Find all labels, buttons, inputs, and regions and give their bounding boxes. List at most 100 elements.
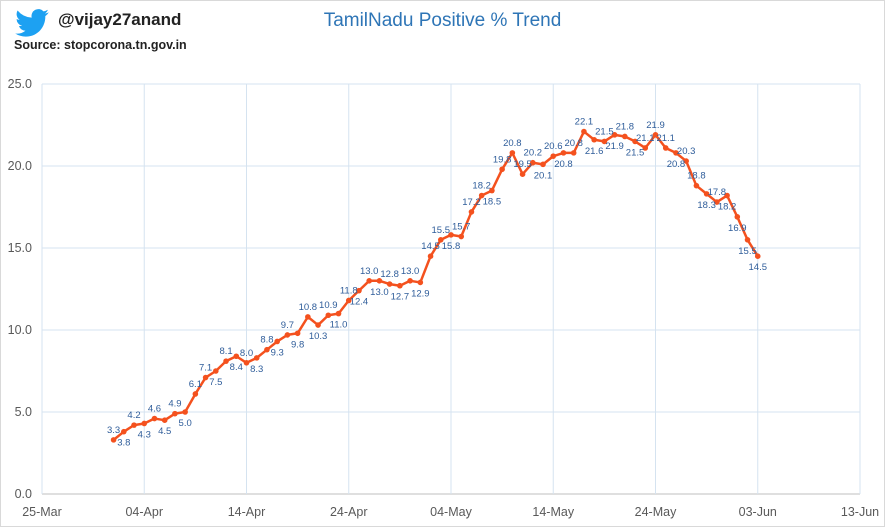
data-point — [335, 310, 342, 317]
twitter-bird-icon — [15, 9, 49, 37]
data-label: 18.3 — [697, 200, 716, 211]
data-label: 21.9 — [605, 141, 624, 152]
data-label: 20.8 — [503, 138, 522, 149]
data-point — [131, 422, 137, 428]
data-label: 21.1 — [656, 133, 675, 144]
data-label: 18.5 — [483, 197, 502, 208]
data-point — [499, 166, 505, 173]
data-point — [734, 214, 741, 220]
data-point — [264, 346, 270, 353]
data-point — [213, 368, 219, 374]
source-note: Source: stopcorona.tn.gov.in — [14, 38, 187, 52]
data-label: 11.0 — [330, 320, 348, 331]
data-point — [581, 128, 587, 135]
data-point — [110, 437, 117, 443]
x-tick-label: 24-May — [635, 505, 677, 519]
data-label: 15.8 — [442, 241, 461, 252]
data-label: 7.1 — [199, 363, 212, 374]
data-point — [560, 150, 567, 156]
y-tick-label: 15.0 — [8, 241, 32, 255]
data-point — [172, 410, 178, 417]
data-label: 11.8 — [340, 285, 358, 296]
data-point — [192, 391, 199, 397]
x-tick-label: 14-Apr — [228, 505, 266, 519]
x-tick-label: 14-May — [532, 505, 574, 519]
data-point — [724, 192, 730, 199]
data-label: 12.9 — [411, 288, 430, 299]
data-point — [703, 191, 710, 197]
data-label: 3.3 — [107, 425, 120, 436]
data-label: 6.1 — [189, 379, 202, 390]
data-point — [683, 158, 689, 164]
x-tick-label: 04-Apr — [125, 505, 163, 519]
data-label: 16.9 — [728, 223, 747, 234]
data-label: 9.8 — [291, 339, 304, 350]
data-label: 4.3 — [138, 429, 151, 440]
x-tick-label: 03-Jun — [739, 505, 777, 519]
data-label: 21.9 — [646, 120, 665, 131]
data-label: 20.8 — [667, 159, 686, 170]
x-tick-label: 24-Apr — [330, 505, 368, 519]
data-label: 4.2 — [127, 410, 140, 421]
x-tick-label: 13-Jun — [841, 505, 879, 519]
data-point — [161, 417, 168, 424]
data-label: 4.9 — [168, 399, 181, 410]
data-point — [754, 253, 761, 259]
data-point — [427, 253, 434, 259]
data-point — [632, 138, 638, 145]
data-point — [141, 420, 148, 427]
data-point — [284, 332, 291, 338]
data-point — [366, 278, 373, 284]
data-label: 14.5 — [749, 262, 768, 273]
data-point — [151, 415, 158, 422]
data-point — [642, 145, 649, 151]
data-label: 7.5 — [209, 377, 222, 388]
data-label: 21.1 — [636, 133, 655, 144]
data-label: 10.9 — [319, 300, 338, 311]
data-point — [530, 159, 536, 166]
data-label: 9.7 — [281, 320, 294, 331]
data-label: 13.0 — [370, 287, 389, 298]
data-point — [448, 232, 454, 238]
data-label: 20.8 — [554, 159, 573, 170]
data-point — [489, 187, 495, 194]
series-line — [112, 130, 759, 441]
data-point — [540, 161, 546, 168]
data-label: 13.0 — [401, 266, 420, 277]
data-point — [294, 330, 301, 337]
data-label: 19.5 — [513, 159, 532, 170]
data-label: 21.5 — [595, 126, 614, 137]
data-point — [345, 297, 352, 304]
data-point — [243, 360, 250, 366]
data-label: 15.5 — [738, 246, 757, 257]
data-point — [376, 278, 383, 284]
data-label: 18.2 — [718, 202, 737, 213]
data-point — [591, 136, 597, 143]
data-point — [315, 322, 321, 328]
data-point — [714, 199, 720, 205]
data-label: 8.8 — [260, 335, 273, 346]
data-point — [305, 314, 311, 320]
data-label: 10.8 — [299, 302, 318, 313]
data-point — [121, 428, 127, 435]
data-label: 10.3 — [309, 331, 328, 342]
data-point — [744, 237, 751, 243]
data-point — [458, 233, 465, 240]
x-tick-label: 25-Mar — [22, 505, 62, 519]
data-point — [417, 279, 424, 286]
data-label: 8.3 — [250, 364, 263, 375]
y-tick-label: 0.0 — [15, 487, 32, 501]
data-label: 14.5 — [421, 241, 440, 252]
data-label: 21.8 — [616, 121, 635, 132]
data-label: 20.1 — [534, 170, 553, 181]
data-point — [673, 150, 679, 156]
data-point — [570, 150, 577, 156]
data-label: 13.0 — [360, 266, 379, 277]
data-point — [693, 182, 700, 189]
data-point — [509, 150, 516, 156]
data-label: 5.0 — [179, 418, 192, 429]
data-point — [274, 338, 280, 345]
data-label: 15.5 — [432, 225, 451, 236]
data-label: 17.2 — [462, 197, 481, 208]
data-label: 18.2 — [472, 181, 491, 192]
